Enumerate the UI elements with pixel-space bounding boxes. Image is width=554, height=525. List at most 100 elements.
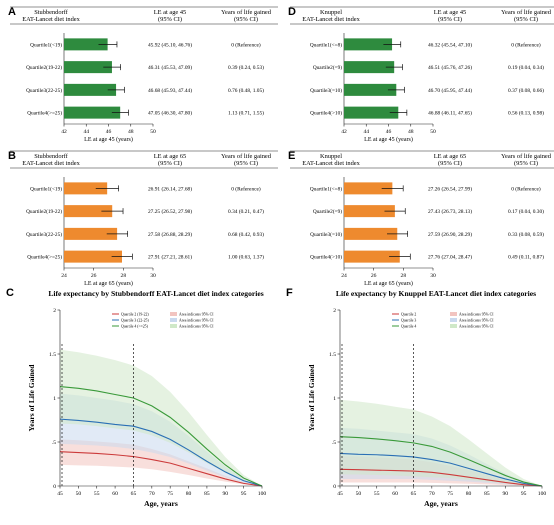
col-header-gain-line1: Years of life gained bbox=[501, 9, 552, 16]
panel-letter: B bbox=[8, 150, 16, 162]
row-label: Quartile1(<=8) bbox=[310, 185, 342, 192]
le-value: 46.88 (46.11, 47.65) bbox=[428, 110, 472, 117]
le-value: 27.59 (26.90, 28.29) bbox=[428, 231, 472, 238]
le-value: 45.92 (45.10, 46.76) bbox=[148, 41, 192, 48]
legend-band-label: Area indicates 95% CI bbox=[179, 324, 214, 328]
x-tick-label: 26 bbox=[371, 273, 377, 279]
x-tick-label: 55 bbox=[374, 491, 380, 497]
le-value: 27.25 (26.52, 27.98) bbox=[148, 208, 192, 215]
legend-label: Quartile 3 bbox=[401, 318, 416, 322]
bar bbox=[64, 106, 121, 119]
gain-value: 0.56 (0.13, 0.98) bbox=[508, 110, 544, 117]
y-tick-label: 2 bbox=[53, 308, 56, 314]
y-tick-label: 1.5 bbox=[49, 352, 56, 358]
x-tick-label: 75 bbox=[167, 491, 173, 497]
series-line bbox=[339, 452, 543, 487]
bar bbox=[344, 83, 397, 96]
col-header-le-line2: (95% CI) bbox=[158, 160, 182, 167]
curve-panel-c: C Life expectancy by Stubbendorff EAT-Lan… bbox=[6, 287, 266, 508]
gain-value: 0.39 (0.24, 0.53) bbox=[228, 64, 264, 71]
row-label: Quartile4(>10) bbox=[310, 254, 342, 261]
legend-label: Quartile 4 bbox=[401, 324, 416, 328]
series-line bbox=[59, 386, 263, 487]
row-label: Quartile3(=10) bbox=[310, 231, 342, 238]
x-tick-label: 48 bbox=[408, 129, 414, 135]
x-tick-label: 42 bbox=[341, 129, 347, 135]
x-tick-label: 55 bbox=[94, 491, 100, 497]
legend-band-label: Area indicates 95% CI bbox=[459, 324, 494, 328]
row-label: Quartile1(<19) bbox=[30, 185, 62, 192]
y-axis-label: Years of Life Gained bbox=[307, 364, 316, 432]
x-tick-label: 26 bbox=[91, 273, 97, 279]
x-tick-label: 65 bbox=[131, 491, 137, 497]
bar bbox=[344, 250, 400, 263]
panel-title-line1: Knuppel bbox=[320, 9, 342, 16]
gain-value: 0.19 (0.04, 0.34) bbox=[508, 64, 544, 71]
legend-band-label: Area indicates 95% CI bbox=[459, 312, 494, 316]
x-tick-label: 65 bbox=[411, 491, 417, 497]
bar bbox=[64, 83, 117, 96]
gain-value: 0.37 (0.08, 0.66) bbox=[508, 87, 544, 94]
x-tick-label: 95 bbox=[241, 491, 247, 497]
x-tick-label: 70 bbox=[429, 491, 435, 497]
le-value: 46.70 (45.95, 47.44) bbox=[428, 87, 472, 94]
x-tick-label: 50 bbox=[430, 129, 436, 135]
legend-band-label: Area indicates 95% CI bbox=[179, 312, 214, 316]
x-tick-label: 30 bbox=[150, 273, 156, 279]
gain-value: 0 (Reference) bbox=[231, 185, 261, 192]
gain-value: 0 (Reference) bbox=[511, 185, 541, 192]
panel-letter: D bbox=[288, 6, 296, 18]
x-tick-label: 50 bbox=[356, 491, 362, 497]
x-tick-label: 100 bbox=[538, 491, 547, 497]
chart-title: Life expectancy by Knuppel EAT-Lancet di… bbox=[336, 289, 536, 298]
legend-band-swatch bbox=[170, 318, 177, 322]
x-tick-label: 45 bbox=[337, 491, 343, 497]
x-tick-label: 60 bbox=[392, 491, 398, 497]
bar bbox=[64, 182, 108, 195]
x-axis-label: Age, years bbox=[144, 499, 178, 508]
x-tick-label: 75 bbox=[447, 491, 453, 497]
bar bbox=[344, 205, 395, 218]
col-header-le-line2: (95% CI) bbox=[438, 160, 462, 167]
y-tick-label: 0 bbox=[333, 484, 336, 490]
x-tick-label: 90 bbox=[222, 491, 228, 497]
col-header-gain-line1: Years of life gained bbox=[501, 153, 552, 160]
x-tick-label: 100 bbox=[258, 491, 267, 497]
x-tick-label: 85 bbox=[204, 491, 210, 497]
x-tick-label: 80 bbox=[186, 491, 192, 497]
y-axis-label: Years of Life Gained bbox=[27, 364, 36, 432]
row-label: Quartile3(=10) bbox=[310, 87, 342, 94]
x-tick-label: 24 bbox=[341, 273, 347, 279]
x-axis-label: LE at age 45 (years) bbox=[84, 136, 133, 143]
row-label: Quartile3(22-25) bbox=[26, 87, 62, 94]
gain-value: 0.34 (0.21, 0.47) bbox=[228, 208, 264, 215]
gain-value: 0.49 (0.11, 0.87) bbox=[508, 254, 544, 261]
le-value: 46.51 (45.76, 47.26) bbox=[428, 64, 472, 71]
col-header-gain-line2: (95% CI) bbox=[514, 16, 538, 23]
legend-band-label: Area indicates 95% CI bbox=[459, 318, 494, 322]
le-value: 27.43 (26.73, 28.13) bbox=[428, 208, 472, 215]
col-header-gain-line1: Years of life gained bbox=[221, 9, 272, 16]
panel-title-line1: Stubbendorff bbox=[34, 153, 68, 160]
legend-label: Quartile 4 (>=25) bbox=[121, 324, 149, 328]
bar bbox=[64, 38, 108, 51]
legend-label: Quartile 2 (19-22) bbox=[121, 312, 149, 316]
col-header-le-line2: (95% CI) bbox=[438, 16, 462, 23]
row-label: Quartile1(<19) bbox=[30, 41, 62, 48]
x-tick-label: 46 bbox=[106, 129, 112, 135]
y-tick-label: 0 bbox=[53, 484, 56, 490]
x-tick-label: 28 bbox=[121, 273, 127, 279]
y-tick-label: 1 bbox=[333, 396, 336, 402]
legend-band-swatch bbox=[450, 318, 457, 322]
col-header-le-line1: LE at age 45 bbox=[434, 9, 466, 16]
row-label: Quartile2(=9) bbox=[313, 64, 342, 71]
gain-value: 0 (Reference) bbox=[511, 41, 541, 48]
x-tick-label: 50 bbox=[76, 491, 82, 497]
legend-label: Quartile 3 (22-25) bbox=[121, 318, 149, 322]
y-tick-label: 1.5 bbox=[329, 352, 336, 358]
le-value: 27.26 (26.54, 27.99) bbox=[428, 185, 472, 192]
y-tick-label: .5 bbox=[332, 440, 336, 446]
x-axis-label: LE at age 45 (years) bbox=[364, 136, 413, 143]
row-label: Quartile4(>=25) bbox=[27, 254, 62, 261]
